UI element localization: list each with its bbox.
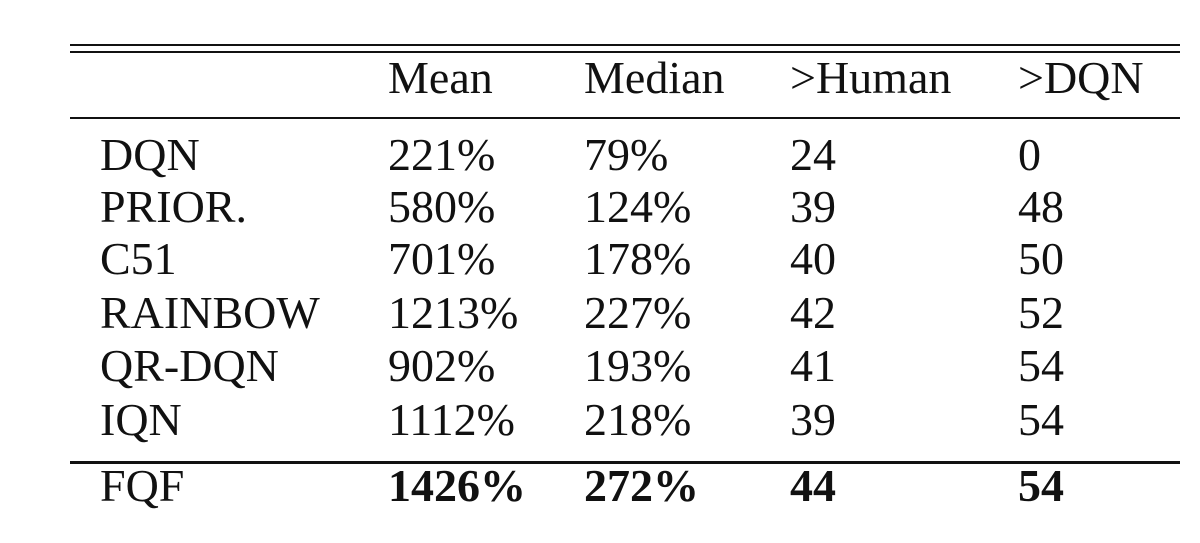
column-header: Median [584,52,725,103]
table-cell: 24 [790,129,836,180]
table-cell: 218% [584,394,692,445]
row-label: PRIOR. [100,181,247,232]
table-cell: 1213% [388,287,519,338]
header-rule [70,117,1180,119]
row-label: QR-DQN [100,340,279,391]
table-cell: 41 [790,340,836,391]
table-cell: 193% [584,340,692,391]
table-cell: 79% [584,129,669,180]
table-cell: 227% [584,287,692,338]
top-rule [70,44,1180,46]
table-cell: 52 [1018,287,1064,338]
table-cell: 44 [790,460,836,511]
table-cell: 39 [790,181,836,232]
result-rule [70,461,1180,464]
column-header: Mean [388,52,493,103]
table-cell: 48 [1018,181,1064,232]
top-rule [70,51,1180,53]
table-cell: 902% [388,340,496,391]
table-cell: 580% [388,181,496,232]
table-cell: 272% [584,460,699,511]
table-cell: 42 [790,287,836,338]
table-cell: 54 [1018,394,1064,445]
row-label: C51 [100,233,177,284]
table-cell: 0 [1018,129,1041,180]
table-cell: 54 [1018,340,1064,391]
table-cell: 39 [790,394,836,445]
table-cell: 50 [1018,233,1064,284]
table-cell: 1112% [388,394,515,445]
column-header: >DQN [1018,52,1144,103]
table-cell: 40 [790,233,836,284]
row-label: FQF [100,460,185,511]
row-label: RAINBOW [100,287,320,338]
table-cell: 1426% [388,460,526,511]
table-cell: 221% [388,129,496,180]
table-cell: 178% [584,233,692,284]
table-cell: 701% [388,233,496,284]
row-label: IQN [100,394,182,445]
table-cell: 54 [1018,460,1064,511]
table-cell: 124% [584,181,692,232]
row-label: DQN [100,129,200,180]
column-header: >Human [790,52,952,103]
